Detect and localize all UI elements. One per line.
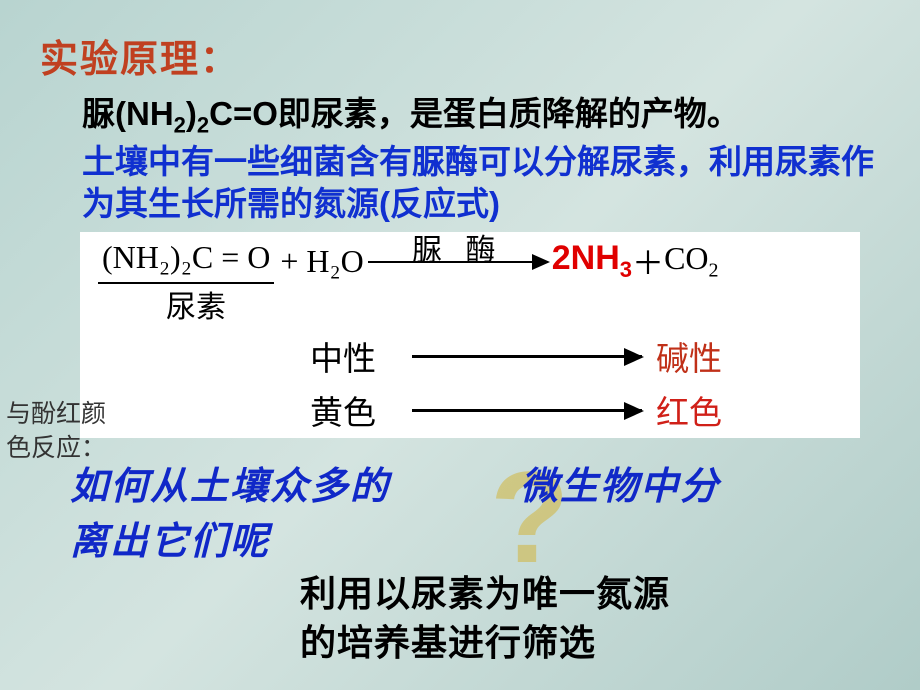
- reactant-urea: (NH₂)₂C = O: [98, 239, 274, 284]
- nh3-sub: 3: [620, 257, 632, 282]
- subscript: 2: [174, 113, 186, 138]
- chemical-equation: (NH₂)₂C = O + H₂O 脲 酶 2NH3 ＋ CO2: [98, 238, 842, 284]
- q-seg-2: 微生物中分: [520, 466, 720, 508]
- q-seg-3: 离出它们呢: [70, 521, 270, 563]
- urea-underline-label: 尿素: [166, 282, 842, 326]
- reactant-water: + H₂O: [280, 243, 363, 280]
- subscript: 2: [197, 113, 209, 138]
- question-text: 如何从土壤众多的 微生物中分 离出它们呢: [70, 460, 880, 570]
- property-row-1: 中性 碱性: [98, 332, 842, 380]
- prop-red: 红色: [656, 386, 722, 434]
- property-rows: 中性 碱性 黄色 红色: [98, 332, 842, 434]
- arrow-line-icon: [368, 261, 548, 263]
- intro-line-1: 脲(NH2)2C=O即尿素，是蛋白质降解的产物。: [82, 87, 880, 139]
- slide-container: 实验原理： 脲(NH2)2C=O即尿素，是蛋白质降解的产物。 土壤中有一些细菌含…: [0, 0, 920, 690]
- property-row-2: 黄色 红色: [98, 386, 842, 434]
- product-nh3: 2NH3: [552, 239, 632, 283]
- nh3-text: 2NH: [552, 239, 620, 277]
- prop-neutral: 中性: [288, 332, 398, 380]
- phenol-red-label: 与酚红颜 色反应：: [6, 398, 106, 466]
- text-segment: 脲(NH: [82, 95, 174, 132]
- co2-text: CO: [664, 240, 708, 276]
- equation-box: (NH₂)₂C = O + H₂O 脲 酶 2NH3 ＋ CO2 尿素 中性 碱…: [80, 232, 860, 438]
- answer-text: 利用以尿素为唯一氮源 的培养基进行筛选: [300, 570, 670, 667]
- section-title: 实验原理：: [40, 28, 880, 83]
- arrow-icon: [412, 409, 642, 412]
- q-seg-1: 如何从土壤众多的: [70, 460, 390, 515]
- reaction-arrow: 脲 酶: [368, 259, 548, 263]
- arrow-icon: [412, 355, 642, 358]
- plus-text: ＋: [632, 238, 664, 284]
- text-segment: C=O即尿素，是蛋白质降解的产物。: [209, 95, 740, 132]
- co2-sub: 2: [709, 260, 719, 282]
- prop-alkaline: 碱性: [656, 332, 722, 380]
- product-co2: CO2: [664, 240, 718, 282]
- text-segment: ): [186, 95, 197, 132]
- intro-line-2: 土壤中有一些细菌含有脲酶可以分解尿素，利用尿素作为其生长所需的氮源(反应式): [82, 141, 880, 227]
- prop-yellow: 黄色: [288, 386, 398, 434]
